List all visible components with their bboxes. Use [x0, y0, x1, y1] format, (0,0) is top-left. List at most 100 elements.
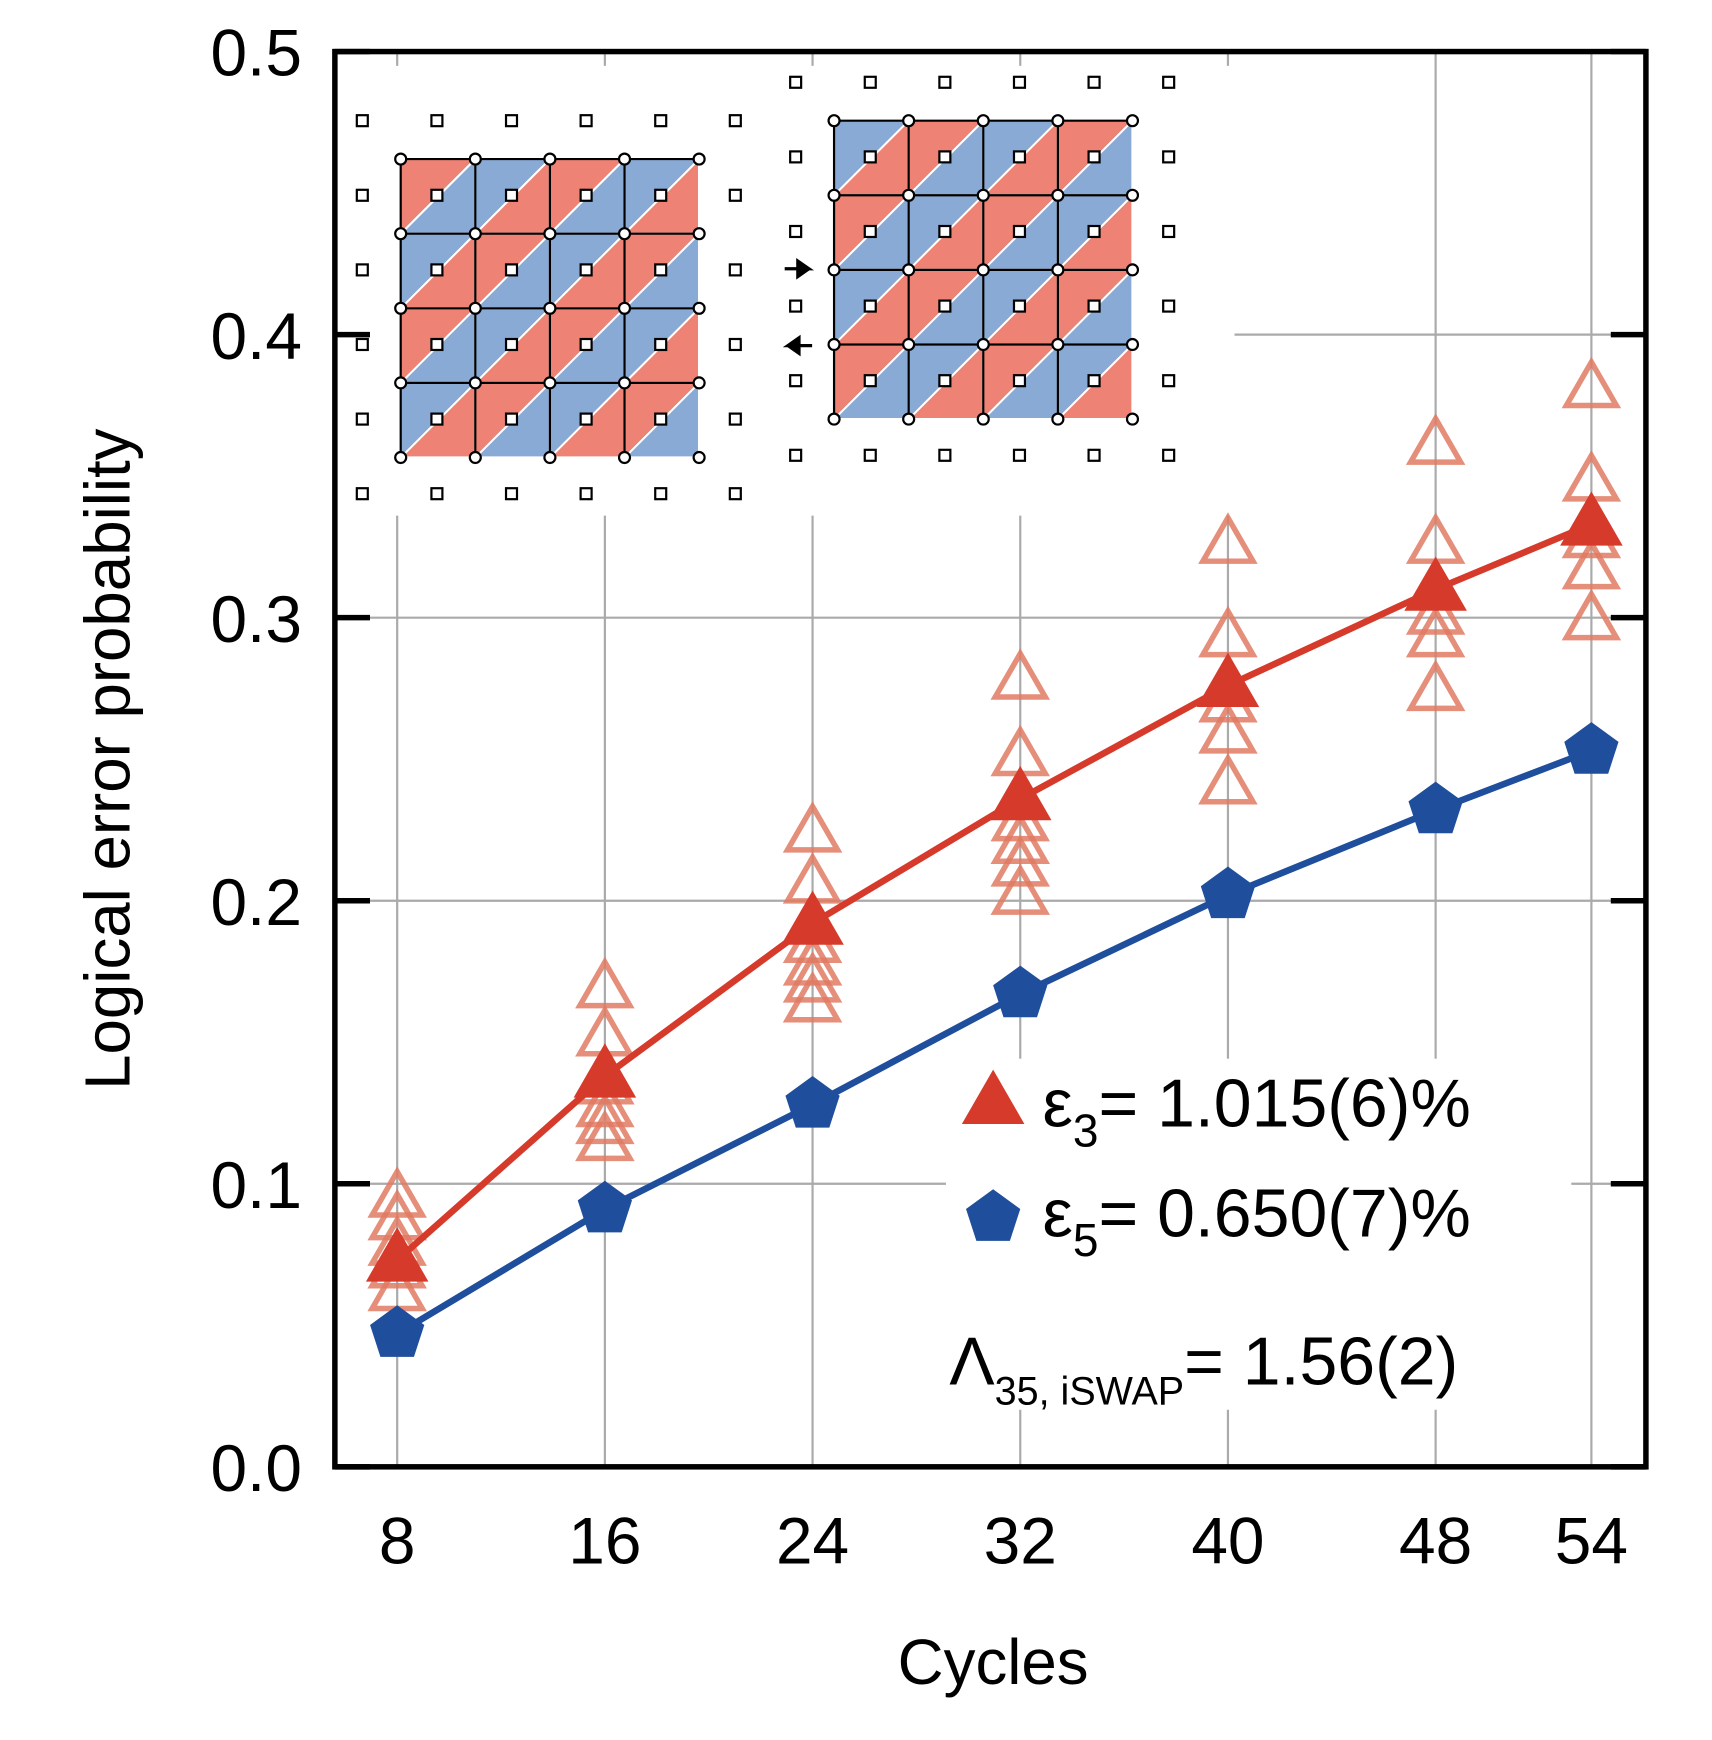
x-tick-label: 32	[984, 1503, 1057, 1577]
inset-qubit	[692, 376, 706, 390]
inset-qubit	[1125, 412, 1140, 426]
point	[1561, 588, 1622, 641]
inset-ancilla	[579, 487, 593, 501]
point	[993, 965, 1048, 1018]
point	[370, 1305, 425, 1357]
annotation-symbol: Λ	[949, 1324, 995, 1400]
inset-ancilla	[579, 188, 593, 202]
inset-ancilla	[504, 487, 519, 501]
inset-ancilla	[1087, 374, 1101, 388]
y-axis-label: Logical error probability	[73, 428, 144, 1090]
inset-qubit	[827, 114, 841, 128]
inset-ancilla	[1087, 299, 1101, 313]
inset-ancilla	[504, 188, 519, 202]
inset-ancilla	[938, 299, 952, 313]
inset-ancilla	[728, 412, 742, 426]
inset-qubit	[827, 188, 841, 202]
inset-ancilla	[1162, 224, 1176, 239]
inset-qubit	[617, 376, 632, 390]
point	[990, 812, 1051, 864]
inset-qubit	[976, 263, 990, 277]
inset-ancilla	[938, 448, 952, 462]
inset-qubit	[468, 152, 482, 166]
annotation: Λ35, iSWAP= 1.56(2)	[949, 1324, 1458, 1414]
inset-qubit	[468, 227, 482, 241]
inset-ancilla	[1087, 75, 1101, 89]
inset-qubit	[692, 227, 706, 241]
inset-ancilla	[863, 374, 877, 388]
inset-qubit	[543, 450, 557, 465]
inset-qubit	[827, 412, 841, 426]
inset-ancilla	[863, 150, 877, 164]
inset-ancilla	[728, 487, 742, 501]
inset-ancilla	[789, 150, 803, 164]
legend: ε3= 1.015(6)%ε5= 0.650(7)%Λ35, iSWAP= 1.…	[949, 1066, 1471, 1414]
y-tick-label: 0.3	[210, 582, 302, 656]
inset-ancilla	[1012, 448, 1027, 462]
inset-ancilla	[1012, 374, 1027, 388]
inset-ancilla	[1012, 299, 1027, 313]
legend-background	[945, 1058, 1572, 1410]
inset-ancilla	[355, 487, 369, 501]
inset-ancilla	[579, 114, 593, 128]
point	[577, 1180, 633, 1233]
point	[1408, 781, 1463, 834]
inset-qubit	[1051, 263, 1065, 277]
inset-qubit	[692, 152, 706, 166]
point	[575, 1092, 635, 1145]
inset-ancilla	[504, 337, 519, 352]
inset-ancilla	[430, 412, 444, 426]
inset-ancilla	[579, 263, 593, 277]
point	[782, 800, 843, 853]
inset-ancilla	[863, 448, 877, 462]
legend-subscript: 5	[1073, 1214, 1099, 1266]
inset-ancilla	[1012, 75, 1027, 89]
inset-qubit	[543, 152, 557, 166]
inset-qubit	[1051, 188, 1065, 202]
point	[1561, 537, 1622, 590]
legend-symbol: ε	[1043, 1066, 1073, 1142]
inset-ancilla	[654, 263, 668, 277]
inset-qubit	[394, 450, 408, 465]
x-tick-label: 8	[379, 1503, 416, 1577]
inset-qubit	[617, 301, 632, 315]
inset-arrow	[782, 334, 813, 357]
inset-qubit	[468, 376, 482, 390]
point	[365, 1227, 429, 1282]
x-tick-label: 40	[1191, 1503, 1264, 1577]
inset-ancilla	[1162, 150, 1176, 164]
inset-qubit	[1051, 114, 1065, 128]
point	[1198, 701, 1258, 754]
inset-ancilla	[504, 114, 519, 128]
inset-qubit	[617, 450, 632, 465]
inset-ancilla	[1012, 150, 1027, 164]
legend-symbol: ε	[1043, 1175, 1073, 1251]
point	[1405, 605, 1466, 658]
inset-ancilla	[789, 448, 803, 462]
inset-qubit	[976, 188, 990, 202]
inset-ancilla	[1162, 448, 1176, 462]
inset-qubit	[543, 227, 557, 241]
inset-ancilla	[1087, 448, 1101, 462]
inset-qubit	[902, 114, 916, 128]
x-tick-label: 54	[1555, 1503, 1628, 1577]
point	[782, 950, 843, 1003]
inset-qubit	[902, 263, 916, 277]
point	[1561, 356, 1622, 409]
inset-qubit	[1051, 337, 1065, 352]
inset-qubit	[976, 412, 990, 426]
inset-ancilla	[355, 114, 369, 128]
inset-ancilla	[1012, 224, 1027, 239]
inset-ancilla	[654, 188, 668, 202]
legend-subscript: 3	[1073, 1104, 1099, 1156]
inset-qubit	[692, 301, 706, 315]
inset-qubit	[617, 227, 632, 241]
legend-label: ε5= 0.650(7)%	[1043, 1175, 1471, 1266]
inset-qubit	[394, 227, 408, 241]
inset-qubit	[543, 301, 557, 315]
inset-ancilla	[355, 263, 369, 277]
point	[990, 834, 1051, 887]
inset-ancilla	[1162, 75, 1176, 89]
inset-qubit	[468, 450, 482, 465]
